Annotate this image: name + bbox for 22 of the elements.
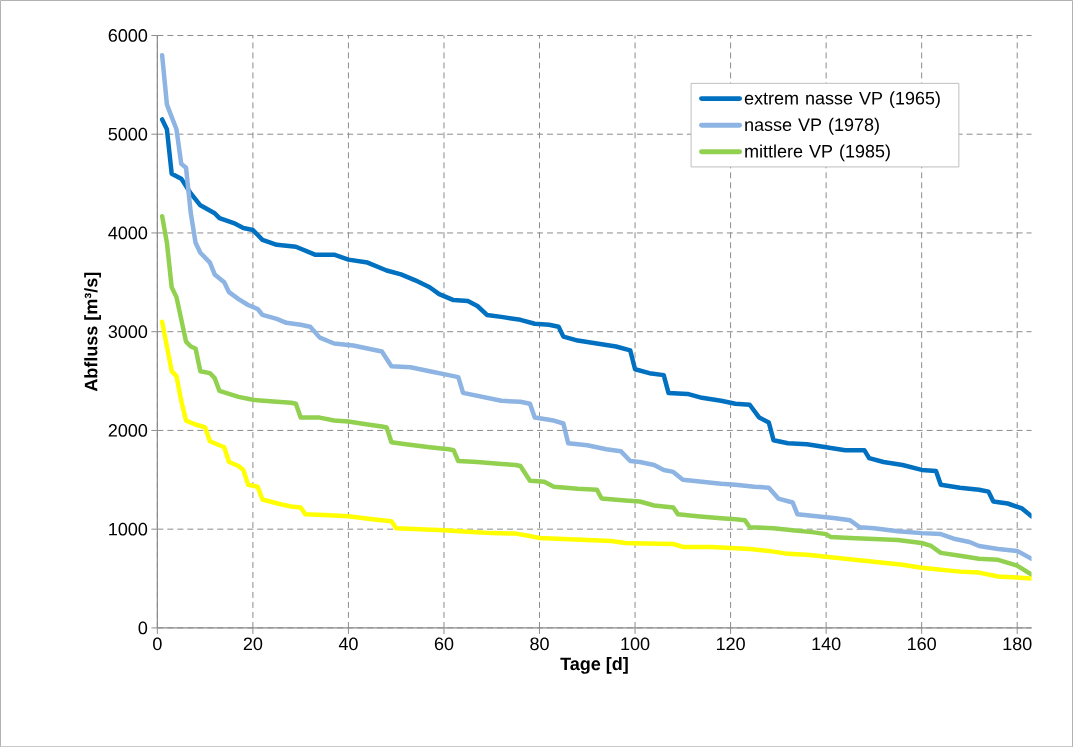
y-tick-label: 5000	[108, 127, 148, 141]
legend-label: nasse VP (1978)	[745, 117, 879, 135]
x-tick-label: 100	[621, 637, 650, 651]
y-tick-label: 6000	[108, 28, 148, 42]
y-tick-label: 2000	[108, 423, 148, 437]
y-tick-label: 1000	[109, 522, 148, 536]
x-tick-label: 120	[716, 637, 745, 651]
x-tick-label: 140	[812, 637, 841, 651]
y-axis-title: Abfluss [m³/s]	[84, 272, 101, 392]
x-axis-title: Tage [d]	[560, 656, 628, 674]
legend-label: extrem nasse VP (1965)	[744, 91, 940, 108]
legend-label: mittlere VP (1985)	[745, 144, 890, 162]
y-tick-label: 0	[138, 621, 148, 635]
y-tick-label: 3000	[108, 325, 148, 338]
x-tick-label: 0	[153, 637, 162, 651]
x-tick-label: 60	[434, 637, 454, 651]
x-tick-label: 180	[1003, 637, 1032, 651]
x-tick-label: 20	[243, 637, 263, 651]
y-tick-label: 4000	[108, 226, 148, 240]
x-tick-label: 40	[338, 637, 358, 651]
x-tick-label: 80	[530, 637, 549, 651]
x-tick-label: 160	[908, 637, 936, 651]
